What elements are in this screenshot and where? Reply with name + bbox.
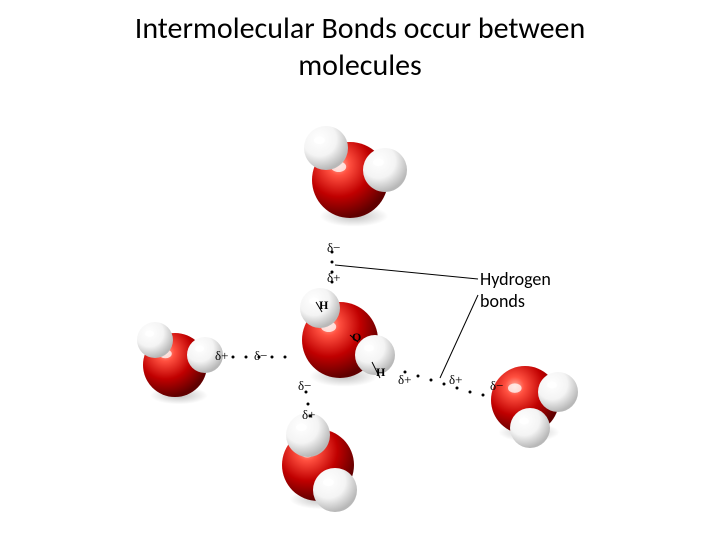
delta-label: δ+ <box>302 407 315 423</box>
hbond-dot <box>417 375 420 378</box>
callout-line <box>440 295 478 378</box>
specular-highlight <box>323 479 334 486</box>
atom-label-h1: H <box>319 298 328 313</box>
atom-label-o: O <box>352 330 361 345</box>
hbond-dot <box>331 261 334 264</box>
hbond-dot <box>245 356 248 359</box>
hbond-dot <box>271 356 274 359</box>
delta-label: δ− <box>490 378 503 394</box>
hydrogen-atom <box>137 322 173 358</box>
hbond-dot <box>469 391 472 394</box>
hydrogen-atom <box>538 372 578 412</box>
delta-label: δ+ <box>398 372 411 388</box>
specular-highlight <box>508 383 522 393</box>
specular-highlight <box>373 159 384 166</box>
specular-highlight <box>195 346 204 352</box>
delta-label: δ+ <box>449 372 462 388</box>
hydrogen-bonds-label: Hydrogen bonds <box>480 268 551 312</box>
water-molecule-left <box>137 322 223 397</box>
specular-highlight <box>314 137 325 144</box>
hbond-dot <box>307 403 310 406</box>
specular-highlight <box>145 331 154 337</box>
atom-label-h2: H <box>376 365 385 380</box>
hbond-dot <box>482 394 485 397</box>
hbond-dot <box>430 379 433 382</box>
hbond-dot <box>443 383 446 386</box>
molecule-diagram <box>0 0 720 540</box>
callout-line-2: bonds <box>480 290 551 312</box>
callout-line-1: Hydrogen <box>480 268 551 290</box>
hydrogen-atom <box>510 408 550 448</box>
callout-line <box>335 265 478 279</box>
hbond-dot <box>232 356 235 359</box>
specular-highlight <box>296 424 307 431</box>
delta-label: δ+ <box>327 270 340 286</box>
water-molecule-top <box>304 126 407 218</box>
hydrogen-atom <box>304 126 348 170</box>
specular-highlight <box>547 382 557 389</box>
delta-label: δ− <box>298 378 311 394</box>
delta-label: δ− <box>254 348 267 364</box>
hydrogen-atom <box>363 148 407 192</box>
delta-label: δ− <box>327 240 340 256</box>
hydrogen-atom <box>313 468 357 512</box>
specular-highlight <box>519 418 529 425</box>
specular-highlight <box>364 345 374 352</box>
hbond-dot <box>284 356 287 359</box>
specular-highlight <box>309 298 319 305</box>
delta-label: δ+ <box>215 348 228 364</box>
